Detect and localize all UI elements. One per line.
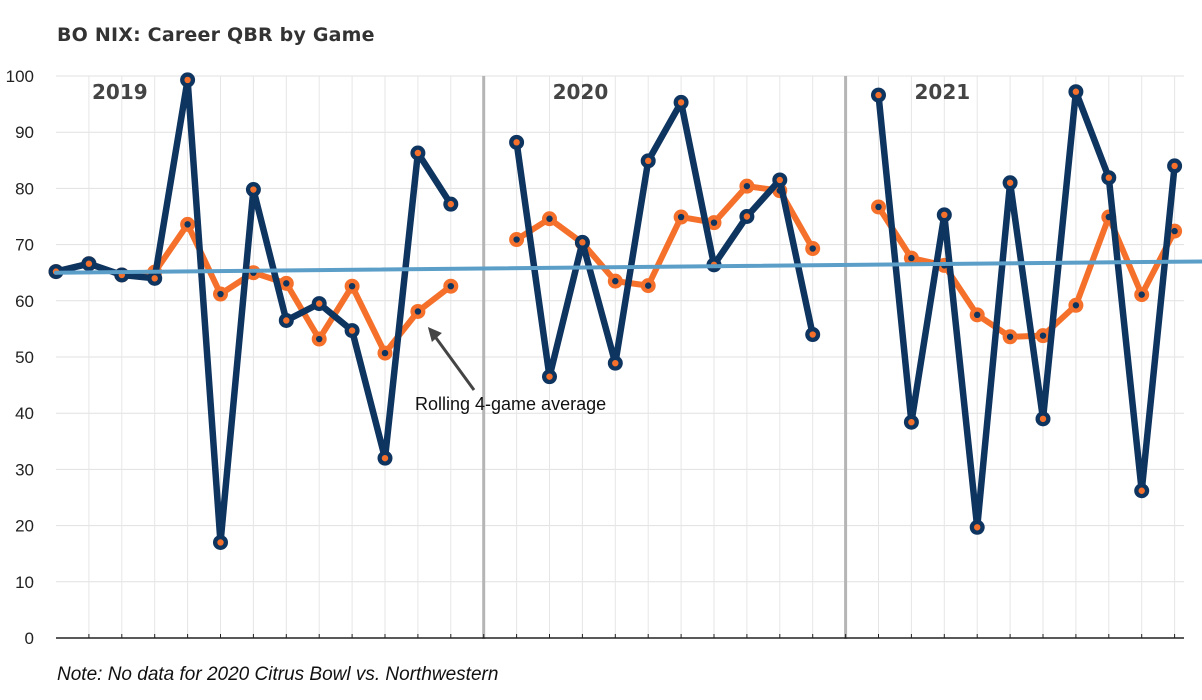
y-tick-label: 40 bbox=[15, 404, 34, 423]
qbr-point-center bbox=[414, 149, 422, 157]
qbr-point-center bbox=[974, 524, 981, 531]
qbr-point-center bbox=[217, 539, 224, 546]
rolling-average-point-center bbox=[348, 282, 356, 290]
qbr-point-center bbox=[645, 157, 652, 165]
series bbox=[48, 72, 1202, 550]
rolling-average-point-center bbox=[546, 215, 553, 222]
y-tick-label: 20 bbox=[15, 517, 34, 536]
qbr-point-center bbox=[184, 76, 191, 84]
rolling-average-point-center bbox=[710, 219, 718, 226]
chart-note: Note: No data for 2020 Citrus Bowl vs. N… bbox=[57, 664, 499, 685]
rolling-average-point-center bbox=[447, 282, 454, 290]
rolling-average-point-center bbox=[414, 308, 422, 315]
qbr-line bbox=[513, 99, 816, 380]
y-tick-label: 100 bbox=[6, 67, 34, 86]
annotation-text: Rolling 4-game average bbox=[415, 394, 606, 414]
qbr-point-center bbox=[1105, 174, 1113, 181]
rolling-average-point-center bbox=[908, 254, 915, 262]
qbr-point-center bbox=[546, 373, 553, 380]
qbr-point-center bbox=[941, 211, 948, 219]
y-tick-label: 70 bbox=[15, 236, 34, 255]
y-tick-label: 10 bbox=[15, 573, 34, 592]
qbr-point-center bbox=[579, 239, 586, 246]
qbr-point-center bbox=[85, 260, 93, 267]
qbr-point-center bbox=[1138, 487, 1145, 494]
qbr-point-center bbox=[677, 99, 685, 106]
rolling-average-point-center bbox=[381, 349, 389, 357]
gridlines bbox=[56, 75, 1184, 639]
qbr-point-center bbox=[1039, 415, 1047, 423]
qbr-line bbox=[875, 88, 1178, 531]
rolling-average-point-center bbox=[513, 236, 520, 243]
qbr-point-center bbox=[250, 186, 257, 193]
axes bbox=[56, 634, 1184, 639]
qbr-point-center bbox=[908, 418, 915, 426]
chart-title: BO NIX: Career QBR by Game bbox=[57, 24, 375, 46]
qbr-point-center bbox=[875, 91, 882, 99]
y-tick-label: 80 bbox=[15, 179, 34, 198]
rolling-average-point-center bbox=[875, 203, 882, 211]
annotation-arrow-shaft bbox=[432, 334, 476, 391]
rolling-average-point-center bbox=[1072, 302, 1080, 309]
season-label: 2020 bbox=[553, 80, 609, 104]
qbr-point-center bbox=[283, 317, 290, 324]
rolling-average-point-center bbox=[217, 290, 224, 298]
y-tick-label: 30 bbox=[15, 460, 34, 479]
qbr-point-center bbox=[809, 331, 816, 338]
rolling-average-point-center bbox=[1039, 332, 1047, 339]
season-label: 2019 bbox=[92, 80, 148, 104]
rolling-average-point-center bbox=[743, 182, 751, 190]
rolling-average-point-center bbox=[809, 245, 816, 252]
annotation-arrow-head bbox=[427, 327, 442, 343]
trend-line bbox=[54, 259, 1202, 275]
qbr-point-center bbox=[776, 176, 783, 184]
qbr-point-center bbox=[1006, 179, 1014, 186]
rolling-average-point-center bbox=[645, 282, 652, 289]
y-tick-label: 60 bbox=[15, 292, 34, 311]
qbr-point-center bbox=[1171, 162, 1178, 170]
rolling-average-point-center bbox=[1138, 291, 1145, 298]
qbr-point-center bbox=[447, 200, 454, 208]
season-label: 2021 bbox=[915, 80, 971, 104]
qbr-point-center bbox=[316, 300, 323, 307]
qbr-point-center bbox=[151, 275, 158, 282]
rolling-average-line bbox=[513, 183, 816, 289]
qbr-point-center bbox=[612, 359, 619, 367]
labels: 0 10 20 30 40 50 60 70 80 90 100 2019 2020 2021 Rollin… bbox=[6, 67, 971, 648]
rolling-average-point-center bbox=[283, 280, 290, 287]
qbr-point-center bbox=[348, 327, 356, 334]
rolling-average-point-center bbox=[612, 277, 619, 285]
rolling-average-point-center bbox=[184, 221, 191, 228]
y-tick-label: 50 bbox=[15, 348, 34, 367]
qbr-point-center bbox=[381, 454, 389, 462]
rolling-average-point-center bbox=[1171, 227, 1178, 235]
qbr-point-center bbox=[743, 213, 751, 220]
y-tick-label: 90 bbox=[15, 123, 34, 142]
rolling-average-point-center bbox=[974, 311, 981, 319]
rolling-average-point-center bbox=[677, 213, 685, 221]
qbr-point-center bbox=[513, 139, 520, 146]
y-tick-label: 0 bbox=[25, 629, 34, 648]
rolling-average-line bbox=[875, 203, 1178, 340]
rolling-average-point-center bbox=[316, 335, 323, 343]
rolling-average-point-center bbox=[1006, 333, 1014, 340]
qbr-point-center bbox=[1072, 88, 1080, 95]
